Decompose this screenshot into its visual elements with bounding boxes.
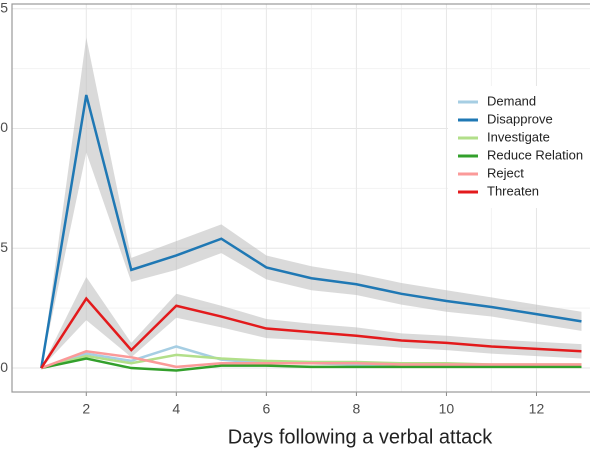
x-tick-label: 8 (352, 401, 360, 417)
x-tick-label: 6 (262, 401, 270, 417)
series-line (40, 296, 582, 369)
legend-label: Reduce Relation (487, 147, 583, 162)
series-line (40, 94, 582, 369)
y-tick-label: 15 (0, 0, 8, 15)
confidence-band (41, 277, 582, 369)
plot-border (11, 3, 590, 393)
y-tick-label: 0 (0, 359, 8, 375)
x-axis-label: Days following a verbal attack (228, 426, 494, 448)
x-tick-label: 12 (529, 401, 545, 417)
legend-label: Demand (487, 93, 536, 108)
legend-background (448, 86, 590, 208)
y-tick-label: 10 (0, 119, 8, 135)
legend-label: Reject (487, 165, 524, 180)
legend-label: Disapprove (487, 111, 553, 126)
series-line (41, 357, 582, 372)
x-tick-label: 4 (172, 401, 180, 417)
legend-label: Investigate (487, 129, 550, 144)
x-tick-label: 2 (82, 401, 90, 417)
legend-label: Threaten (487, 183, 539, 198)
y-tick-label: 5 (0, 239, 8, 255)
x-tick-label: 10 (439, 401, 455, 417)
